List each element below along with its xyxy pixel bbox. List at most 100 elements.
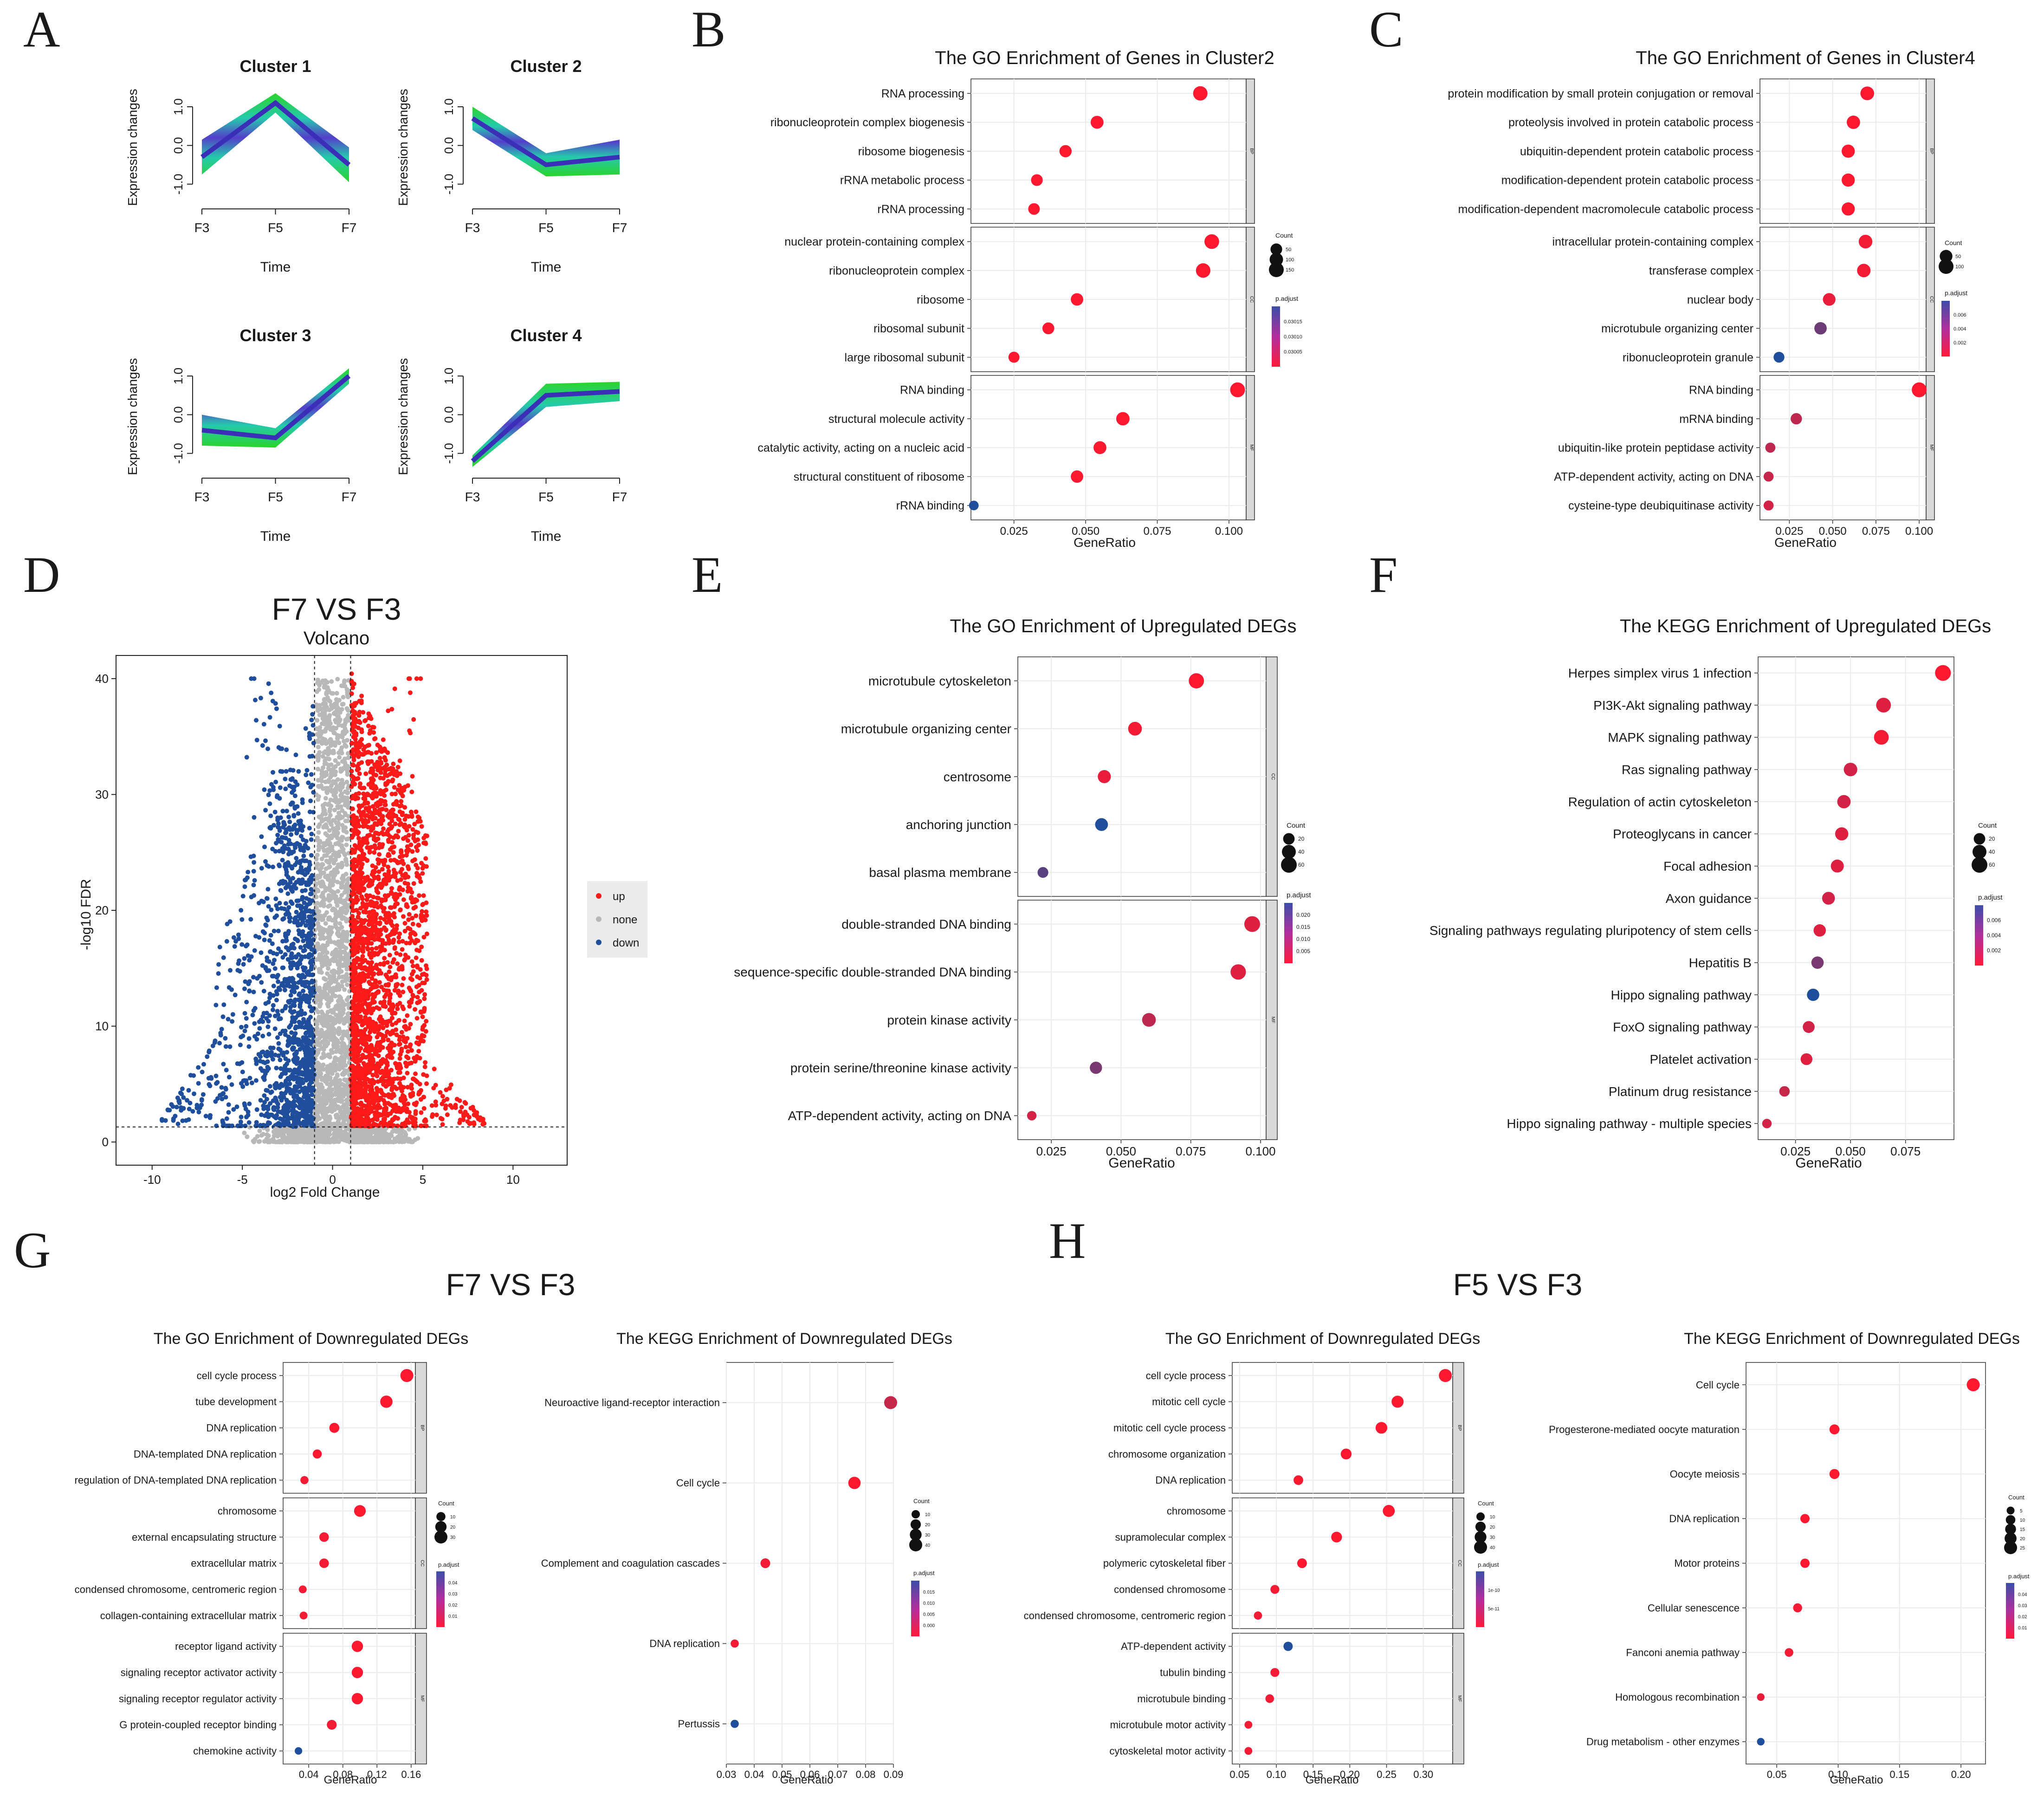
cluster-center-line (201, 374, 351, 441)
data-point (369, 941, 374, 946)
data-point (316, 1128, 321, 1133)
data-point (316, 889, 321, 894)
facet-strip-label: CC (1929, 296, 1934, 303)
data-point (343, 1133, 348, 1138)
data-point (323, 1102, 327, 1107)
data-point (258, 1098, 263, 1103)
data-point (297, 1083, 302, 1089)
data-point (319, 721, 324, 726)
size-legend-label: 100 (1286, 257, 1294, 263)
data-point (338, 913, 343, 918)
data-point (316, 830, 321, 835)
data-point (402, 817, 408, 822)
data-point (317, 952, 322, 957)
data-point (314, 908, 319, 913)
data-point (316, 824, 321, 830)
data-point (410, 915, 415, 921)
data-point (290, 800, 295, 805)
chart-title: The GO Enrichment of Genes in Cluster2 (935, 48, 1274, 68)
data-point (339, 984, 344, 989)
data-point (304, 1044, 309, 1049)
data-point (324, 680, 329, 685)
data-point (318, 872, 323, 877)
data-point (411, 881, 416, 886)
data-point (324, 1090, 330, 1095)
data-point (341, 875, 346, 880)
data-point (345, 982, 350, 987)
data-point (342, 909, 347, 914)
data-point (343, 818, 348, 824)
data-point (318, 993, 323, 998)
data-point (339, 843, 344, 848)
data-point (333, 769, 338, 774)
data-point (413, 1137, 418, 1142)
data-point (336, 939, 341, 944)
data-point (312, 891, 317, 896)
color-legend-label: 0.006 (1953, 312, 1966, 318)
data-point (342, 1042, 347, 1047)
data-point (376, 845, 382, 850)
data-point (401, 989, 406, 994)
data-point (287, 919, 292, 924)
data-point (293, 845, 298, 850)
data-point (315, 1060, 320, 1065)
data-point (267, 801, 272, 806)
data-point (323, 957, 328, 962)
data-point (321, 825, 326, 830)
data-point (335, 1073, 340, 1078)
color-legend-label: 0.004 (1953, 326, 1966, 332)
data-point (331, 1139, 336, 1144)
data-point (279, 906, 284, 911)
data-point (343, 720, 348, 725)
data-point (284, 1089, 289, 1094)
data-point (329, 740, 334, 746)
data-point (293, 886, 298, 891)
data-point (361, 959, 366, 963)
facet-strip-label: MF (1249, 444, 1254, 451)
data-point (267, 1084, 272, 1089)
data-point (325, 685, 330, 690)
data-point (358, 1066, 363, 1071)
data-point (298, 945, 303, 950)
data-point (342, 898, 347, 903)
data-point (330, 1071, 335, 1076)
data-point (362, 813, 368, 818)
data-point (274, 841, 278, 846)
data-point (304, 1091, 310, 1096)
panel-letter-a: A (23, 1, 60, 58)
data-point (339, 893, 344, 898)
data-point (330, 1104, 336, 1109)
data-point (302, 974, 307, 979)
color-legend-bar (1941, 301, 1950, 357)
data-point (289, 951, 294, 956)
data-point (290, 955, 295, 960)
data-point (343, 856, 349, 862)
data-point (373, 865, 378, 870)
data-point (401, 861, 406, 866)
data-point (254, 718, 259, 723)
size-legend-title: Count (1275, 232, 1293, 239)
data-point (362, 1132, 367, 1137)
data-point (342, 987, 347, 992)
y-tick-label: rRNA binding (896, 499, 964, 512)
data-point (388, 1139, 394, 1144)
data-point (290, 901, 295, 906)
data-point (336, 1093, 341, 1098)
data-point (294, 955, 299, 960)
data-point (336, 1031, 342, 1037)
data-point (271, 961, 276, 966)
y-tick-label: -1.0 (171, 174, 185, 195)
data-point (392, 914, 397, 920)
data-point (320, 707, 325, 713)
data-point (376, 1053, 381, 1058)
data-point (330, 772, 335, 778)
data-point (336, 889, 341, 894)
cluster-title: Cluster 4 (510, 326, 582, 345)
data-point (275, 832, 280, 837)
data-point (397, 1128, 402, 1133)
data-point (334, 868, 339, 873)
data-point (327, 903, 332, 908)
data-point (258, 1054, 263, 1059)
data-point (337, 996, 343, 1001)
data-point (388, 905, 393, 910)
